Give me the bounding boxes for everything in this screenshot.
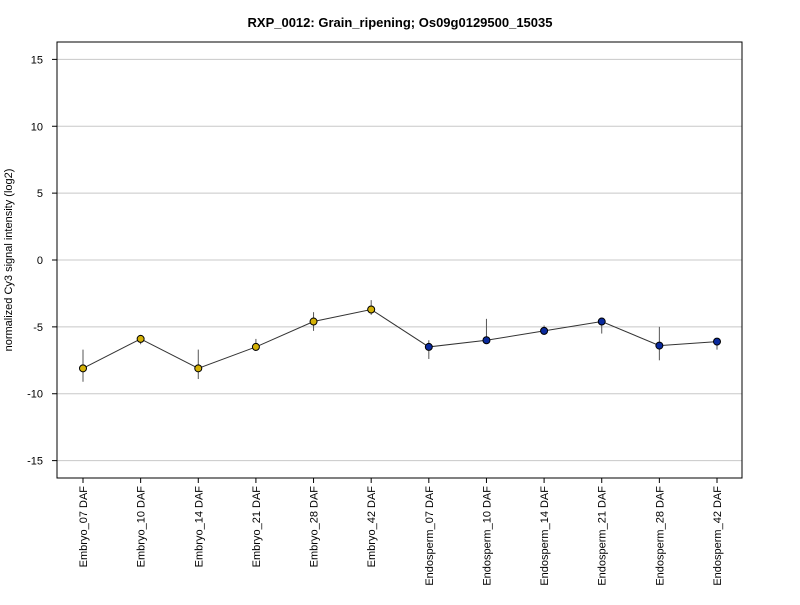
y-tick-label: -15 bbox=[27, 456, 43, 468]
x-tick-label: Endosperm_42 DAF bbox=[712, 486, 724, 586]
x-tick-label: Embryo_07 DAF bbox=[78, 486, 90, 568]
data-point bbox=[540, 326, 549, 335]
x-tick-label: Embryo_42 DAF bbox=[366, 486, 378, 568]
x-tick-label: Embryo_28 DAF bbox=[309, 486, 321, 568]
x-tick-label: Endosperm_07 DAF bbox=[424, 486, 436, 586]
y-tick-label: 5 bbox=[37, 188, 43, 200]
data-point bbox=[713, 337, 721, 346]
y-axis-label: normalized Cy3 signal intensity (log2) bbox=[3, 169, 15, 352]
x-tick-label: Embryo_14 DAF bbox=[193, 486, 205, 568]
data-point bbox=[79, 364, 87, 373]
y-axis: 15 10 5 0 -5 -10 -15 bbox=[27, 54, 57, 468]
plot-frame bbox=[56, 41, 743, 479]
x-tick-label: Endosperm_21 DAF bbox=[597, 486, 609, 586]
y-tick-label: -5 bbox=[33, 322, 43, 334]
x-tick-label: Embryo_21 DAF bbox=[251, 486, 263, 568]
data-point bbox=[597, 317, 606, 326]
y-tick-label: 15 bbox=[31, 54, 43, 66]
y-tick-label: 0 bbox=[37, 255, 43, 267]
gridlines bbox=[57, 58, 742, 462]
y-tick-label: 10 bbox=[31, 121, 43, 133]
x-tick-label: Endosperm_10 DAF bbox=[481, 486, 493, 586]
data-point bbox=[424, 342, 433, 351]
error-bars bbox=[82, 300, 718, 382]
data-points bbox=[79, 305, 721, 373]
data-point bbox=[251, 342, 260, 351]
data-point bbox=[655, 341, 664, 350]
x-tick-label: Embryo_10 DAF bbox=[136, 486, 148, 568]
data-point bbox=[367, 305, 376, 314]
chart-title: RXP_0012: Grain_ripening; Os09g0129500_1… bbox=[248, 15, 553, 30]
y-tick-label: -10 bbox=[27, 389, 43, 401]
data-point bbox=[482, 336, 491, 345]
x-tick-label: Endosperm_28 DAF bbox=[654, 486, 666, 586]
data-point bbox=[194, 364, 203, 373]
series-line-path bbox=[82, 308, 718, 369]
x-axis: Embryo_07 DAF Embryo_10 DAF Embryo_14 DAF E… bbox=[78, 478, 724, 586]
x-tick-label: Endosperm_14 DAF bbox=[539, 486, 551, 586]
data-point bbox=[136, 334, 145, 343]
data-point bbox=[309, 317, 318, 326]
series-line bbox=[82, 308, 718, 369]
